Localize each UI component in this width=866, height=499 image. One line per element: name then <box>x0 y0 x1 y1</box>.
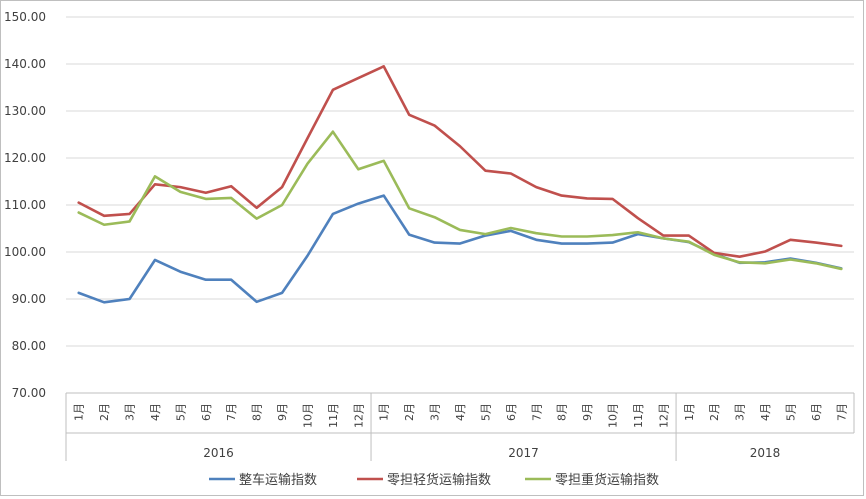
y-tick-label: 80.00 <box>12 339 46 353</box>
y-axis: 70.00 80.00 90.00 100.00 110.00 120.00 130.00 1… <box>4 10 46 400</box>
x-tick-label: 9月 <box>276 403 289 421</box>
x-tick-label: 12月 <box>352 403 365 428</box>
x-tick-label: 2月 <box>98 403 111 421</box>
gridlines <box>66 16 854 394</box>
y-tick-label: 70.00 <box>12 386 46 400</box>
y-tick-label: 100.00 <box>4 245 46 259</box>
series-lines <box>77 65 843 304</box>
x-tick-label: 3月 <box>124 403 137 421</box>
x-tick-label: 4月 <box>454 403 467 421</box>
x-tick-label: 1月 <box>683 403 696 421</box>
year-label: 2017 <box>508 446 539 460</box>
legend: 整车运输指数 零担轻货运输指数 零担重货运输指数 <box>209 472 659 488</box>
x-tick-label: 2月 <box>708 403 721 421</box>
series-line <box>77 65 843 258</box>
y-tick-label: 110.00 <box>4 198 46 212</box>
x-tick-label: 8月 <box>556 403 569 421</box>
year-label: 2018 <box>750 446 781 460</box>
x-tick-label: 7月 <box>225 403 238 421</box>
x-tick-label: 9月 <box>581 403 594 421</box>
legend-label: 整车运输指数 <box>239 472 317 488</box>
series-line <box>77 194 843 304</box>
x-tick-label: 7月 <box>835 403 848 421</box>
y-tick-label: 120.00 <box>4 151 46 165</box>
x-tick-label: 3月 <box>734 403 747 421</box>
x-tick-label: 4月 <box>149 403 162 421</box>
series-line <box>77 130 843 271</box>
x-tick-label: 7月 <box>530 403 543 421</box>
x-tick-label: 2月 <box>403 403 416 421</box>
x-tick-label: 5月 <box>784 403 797 421</box>
y-tick-label: 90.00 <box>12 292 46 306</box>
x-tick-label: 1月 <box>378 403 391 421</box>
x-axis: 1月 2月 3月 4月 5月 6月 7月 8月 9月 10月 11月 12月 1月 2月 3月 4月 5月 6月 7… <box>65 392 855 461</box>
x-tick-label: 10月 <box>607 403 620 428</box>
x-tick-label: 10月 <box>301 403 314 428</box>
x-tick-label: 5月 <box>174 403 187 421</box>
y-tick-label: 140.00 <box>4 57 46 71</box>
x-tick-label: 6月 <box>200 403 213 421</box>
legend-label: 零担轻货运输指数 <box>387 472 491 488</box>
x-tick-label: 1月 <box>73 403 86 421</box>
x-tick-label: 6月 <box>505 403 518 421</box>
y-tick-label: 150.00 <box>4 10 46 24</box>
x-tick-label: 3月 <box>429 403 442 421</box>
x-tick-label: 11月 <box>632 403 645 428</box>
legend-label: 零担重货运输指数 <box>555 472 659 488</box>
x-tick-label: 12月 <box>657 403 670 428</box>
x-tick-label: 8月 <box>251 403 264 421</box>
y-tick-label: 130.00 <box>4 104 46 118</box>
x-tick-label: 4月 <box>759 403 772 421</box>
x-tick-label: 6月 <box>810 403 823 421</box>
year-label: 2016 <box>203 446 234 460</box>
x-tick-label: 5月 <box>479 403 492 421</box>
x-tick-label: 11月 <box>327 403 340 428</box>
